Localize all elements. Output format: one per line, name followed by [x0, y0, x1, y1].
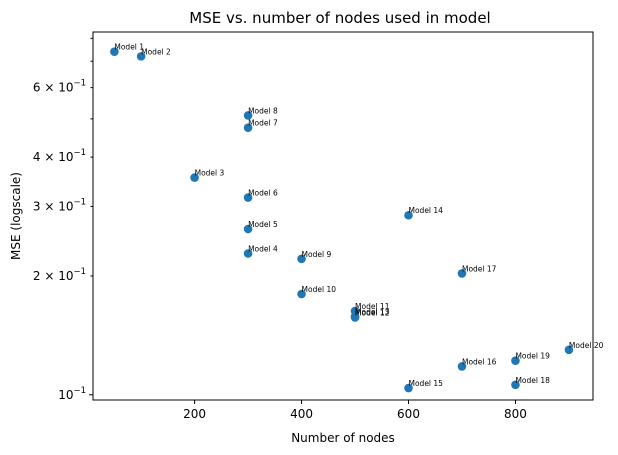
data-point	[511, 380, 520, 390]
data-point-label: Model 15	[409, 379, 444, 388]
x-axis-ticks: 200 400 600 800	[183, 400, 527, 421]
data-point	[350, 312, 360, 321]
data-point-label: Model 14	[409, 206, 444, 215]
data-point	[243, 123, 253, 132]
data-point	[457, 362, 467, 371]
data-point	[136, 52, 146, 61]
data-point-label: Model 5	[248, 220, 278, 229]
data-point-label: Model 13	[355, 307, 390, 316]
data-points	[110, 47, 574, 393]
plot-area-frame	[92, 31, 594, 401]
data-point	[404, 383, 413, 393]
data-point	[243, 111, 253, 120]
data-point-label: Model 1	[114, 43, 144, 52]
data-point-label: Model 12	[355, 308, 390, 317]
data-point	[190, 173, 199, 182]
x-tick-label: 800	[504, 407, 527, 421]
x-axis-label: Number of nodes	[291, 431, 395, 445]
data-point-label: Model 8	[248, 106, 278, 115]
data-point-label: Model 4	[248, 244, 278, 253]
x-tick-label: 600	[397, 407, 420, 421]
data-point	[243, 249, 253, 258]
data-point	[243, 224, 253, 234]
data-point	[297, 254, 306, 264]
data-point-label: Model 11	[355, 302, 390, 311]
data-point-label: Model 7	[248, 119, 278, 128]
y-tick-label: 6 × 10−1	[33, 79, 86, 95]
data-point-label: Model 20	[569, 341, 604, 350]
data-point	[511, 356, 520, 365]
data-point	[243, 193, 253, 202]
data-point-label: Model 18	[515, 376, 550, 385]
x-tick-label: 400	[290, 407, 313, 421]
y-tick-label: 2 × 10−1	[33, 267, 86, 283]
y-axis-label: MSE (logscale)	[9, 172, 23, 260]
data-point	[404, 210, 413, 220]
data-point	[457, 269, 467, 278]
chart-title: MSE vs. number of nodes used in model	[189, 9, 490, 27]
y-axis-ticks: 10−1 2 × 10−1 3 × 10−1 4 × 10−1 6 × 10−1	[33, 37, 93, 402]
data-point	[110, 47, 119, 56]
data-point-label: Model 6	[248, 189, 278, 198]
data-point-label: Model 16	[462, 357, 497, 366]
y-tick-label: 3 × 10−1	[33, 197, 86, 213]
data-point	[564, 345, 574, 355]
data-point-label: Model 10	[302, 285, 337, 294]
y-tick-label: 4 × 10−1	[33, 148, 86, 164]
data-point-label: Model 3	[195, 169, 225, 178]
data-point	[297, 289, 306, 299]
data-point-label: Model 2	[141, 47, 171, 56]
data-point-label: Model 19	[515, 352, 550, 361]
data-point-label: Model 9	[302, 250, 332, 259]
data-point-label: Model 17	[462, 264, 497, 273]
x-tick-label: 200	[183, 407, 206, 421]
y-tick-label: 10−1	[58, 386, 86, 402]
